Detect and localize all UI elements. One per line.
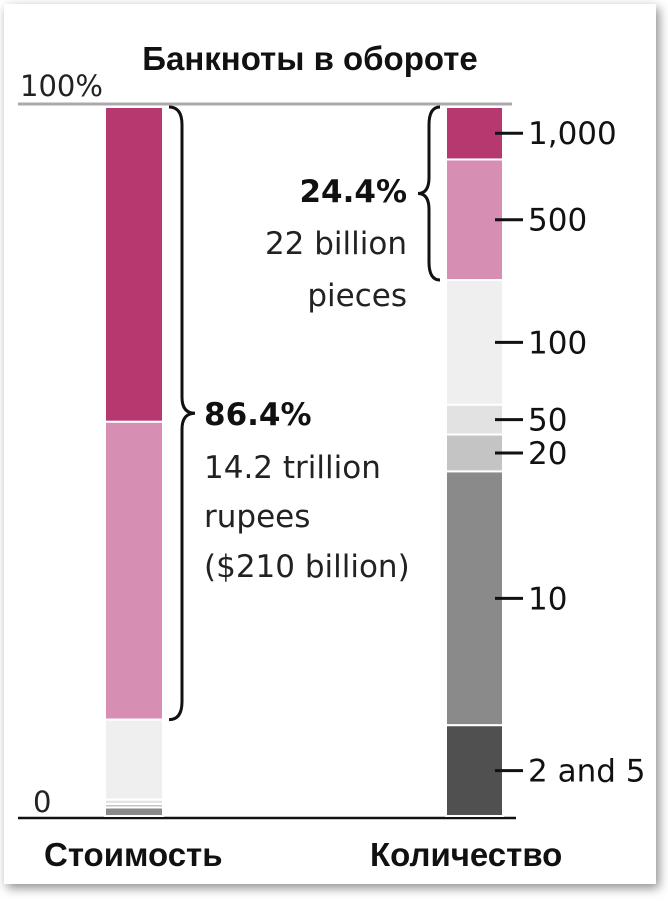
category-label-value: Стоимость <box>44 836 223 873</box>
tick-label-6: 2 and 5 <box>528 754 645 790</box>
bar-segment-value-2 <box>104 718 164 801</box>
tick-label-2: 100 <box>528 325 587 361</box>
tick-label-5: 10 <box>528 581 567 617</box>
stacked-bar-chart: Банкноты в обороте 100% 0 1,000500100502… <box>18 40 645 873</box>
bar-segment-value-5 <box>104 806 164 818</box>
bar-segment-count-6 <box>445 724 504 817</box>
y-tick-label-100: 100% <box>20 69 103 103</box>
tick-label-3: 50 <box>528 403 567 439</box>
bar-segment-count-5 <box>445 470 504 727</box>
bar-segment-count-1 <box>445 158 504 281</box>
bar-segment-count-2 <box>445 278 504 406</box>
value-note-line-1: 14.2 trillion <box>204 450 381 486</box>
bar-segment-count-4 <box>445 433 504 473</box>
value-share-pct: 86.4% <box>204 397 312 433</box>
tick-label-0: 1,000 <box>528 116 617 152</box>
count-brace <box>417 105 441 282</box>
category-label-count: Количество <box>370 836 562 873</box>
chart-title: Банкноты в обороте <box>142 40 477 77</box>
value-note-line-3: ($210 billion) <box>204 549 410 585</box>
count-note-line-1: 22 billion <box>265 226 407 262</box>
bar-segment-value-0 <box>104 106 164 423</box>
chart-frame: Банкноты в обороте 100% 0 1,000 500 100 50 2… <box>4 4 656 884</box>
tick-label-1: 500 <box>528 203 587 239</box>
bar-segment-count-0 <box>445 106 504 161</box>
bar-segment-value-1 <box>104 420 164 721</box>
y-tick-label-0: 0 <box>33 785 51 819</box>
bar-segment-count-3 <box>445 403 504 436</box>
value-brace <box>168 105 196 722</box>
value-note-line-2: rupees <box>204 499 310 535</box>
count-share-pct: 24.4% <box>299 174 407 210</box>
count-note-line-2: pieces <box>307 278 407 314</box>
tick-label-4: 20 <box>528 436 567 472</box>
